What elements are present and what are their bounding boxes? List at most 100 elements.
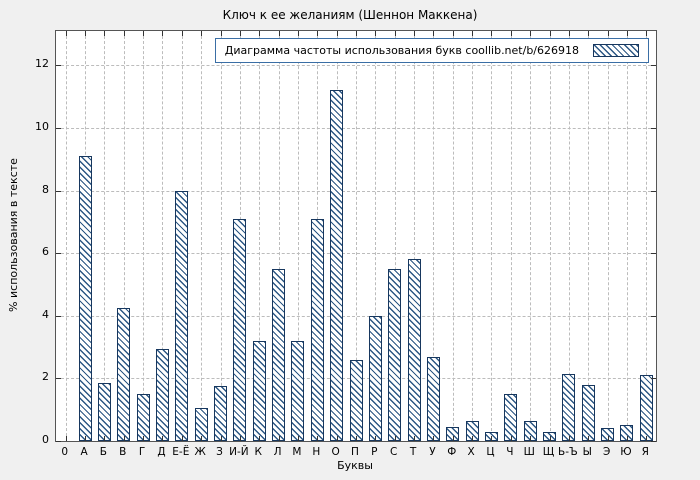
x-tick-mark-bottom xyxy=(123,436,125,441)
x-tick-label: З xyxy=(216,446,223,458)
legend-label: Диаграмма частоты использования букв coo… xyxy=(224,44,579,57)
x-tick-mark-top xyxy=(259,31,261,36)
x-tick-label: Ы xyxy=(582,446,592,458)
v-gridline xyxy=(394,31,396,441)
x-tick-label: Щ xyxy=(542,446,555,458)
x-tick-mark-bottom xyxy=(472,436,474,441)
x-tick-mark-top xyxy=(588,31,590,36)
x-tick-mark-top xyxy=(472,31,474,36)
x-tick-mark-bottom xyxy=(607,436,609,441)
y-tick-label: 10 xyxy=(35,120,49,134)
x-tick-mark-top xyxy=(162,31,164,36)
x-tick-label: А xyxy=(80,446,88,458)
x-tick-mark-bottom xyxy=(433,436,435,441)
x-tick-mark-bottom xyxy=(626,436,628,441)
y-tick-mark-right xyxy=(651,128,656,130)
bar-М xyxy=(291,340,305,441)
x-tick-mark-bottom xyxy=(375,436,377,441)
x-tick-label: Т xyxy=(409,446,417,458)
v-gridline xyxy=(607,31,609,441)
bar-Е-Ё xyxy=(175,190,189,441)
x-tick-mark-top xyxy=(317,31,319,36)
y-tick-mark-right xyxy=(651,378,656,380)
x-tick-mark-bottom xyxy=(356,436,357,441)
v-gridline xyxy=(414,31,416,441)
bar-Ь-Ъ xyxy=(562,373,576,441)
x-tick-mark-bottom xyxy=(239,436,241,441)
x-tick-mark-bottom xyxy=(549,436,551,441)
bar-П xyxy=(349,359,363,441)
x-tick-mark-bottom xyxy=(104,436,106,441)
bar-Э xyxy=(601,428,615,441)
x-tick-label: Л xyxy=(273,446,282,458)
v-gridline xyxy=(104,31,106,441)
v-gridline xyxy=(220,31,222,441)
x-tick-label: О xyxy=(331,446,340,458)
x-tick-label: Р xyxy=(371,446,378,458)
x-tick-mark-bottom xyxy=(278,436,280,441)
bar-К xyxy=(252,340,266,441)
bar-Г xyxy=(136,394,150,441)
v-gridline xyxy=(65,31,67,441)
x-tick-mark-top xyxy=(336,31,338,36)
chart-title: Ключ к ее желаниям (Шеннон Маккена) xyxy=(222,8,478,22)
x-tick-label: И-Й xyxy=(229,446,249,458)
bar-Н xyxy=(310,218,324,441)
x-tick-mark-top xyxy=(530,31,532,36)
x-tick-mark-top xyxy=(452,31,454,36)
v-gridline xyxy=(452,31,454,441)
x-tick-label: Н xyxy=(312,446,321,458)
x-tick-mark-bottom xyxy=(414,436,416,441)
bar-Х xyxy=(465,420,479,441)
x-tick-mark-top xyxy=(433,31,435,36)
x-tick-mark-bottom xyxy=(646,436,648,441)
bar-Л xyxy=(272,268,286,441)
x-tick-mark-top xyxy=(491,31,493,36)
x-tick-mark-top xyxy=(65,31,67,36)
v-gridline xyxy=(375,31,377,441)
y-tick-mark-left xyxy=(56,128,61,130)
y-tick-label: 12 xyxy=(35,57,49,71)
x-tick-label: П xyxy=(351,446,359,458)
v-gridline xyxy=(568,31,570,441)
x-tick-mark-top xyxy=(646,31,648,36)
x-tick-label: Ь-Ъ xyxy=(558,446,578,458)
v-gridline xyxy=(510,31,512,441)
y-tick-label: 0 xyxy=(42,433,49,446)
x-tick-mark-bottom xyxy=(85,436,87,441)
bar-Б xyxy=(97,383,111,441)
plot-area: Диаграмма частоты использования букв coo… xyxy=(55,30,657,442)
x-tick-mark-top xyxy=(375,31,377,36)
y-tick-mark-right xyxy=(651,253,656,255)
y-tick-mark-left xyxy=(56,65,61,67)
x-tick-label: Ц xyxy=(486,446,495,458)
v-gridline xyxy=(259,31,261,441)
x-tick-label: Ф xyxy=(447,446,457,458)
x-tick-mark-bottom xyxy=(201,436,203,441)
x-tick-mark-top xyxy=(568,31,570,36)
x-tick-mark-bottom xyxy=(259,436,261,441)
y-tick-label: 6 xyxy=(42,245,49,259)
v-gridline xyxy=(549,31,551,441)
bar-В xyxy=(117,308,131,441)
v-gridline xyxy=(530,31,532,441)
x-tick-mark-bottom xyxy=(491,436,493,441)
bar-Ы xyxy=(581,384,595,441)
x-tick-mark-bottom xyxy=(297,436,299,441)
v-gridline xyxy=(297,31,299,441)
x-tick-mark-top xyxy=(549,31,551,36)
x-axis-label: Буквы xyxy=(337,459,373,472)
x-tick-mark-bottom xyxy=(181,436,183,441)
bar-С xyxy=(388,268,402,441)
x-tick-mark-bottom xyxy=(336,436,338,441)
bar-О xyxy=(330,90,344,441)
v-gridline xyxy=(143,31,145,441)
x-tick-label: Э xyxy=(602,446,611,458)
x-tick-mark-top xyxy=(220,31,222,36)
x-tick-mark-bottom xyxy=(530,436,532,441)
legend-swatch-hatched-bar xyxy=(593,44,639,57)
x-tick-mark-top xyxy=(297,31,299,36)
x-tick-label: Х xyxy=(467,446,475,458)
y-tick-mark-left xyxy=(56,253,61,255)
x-tick-mark-bottom xyxy=(143,436,145,441)
